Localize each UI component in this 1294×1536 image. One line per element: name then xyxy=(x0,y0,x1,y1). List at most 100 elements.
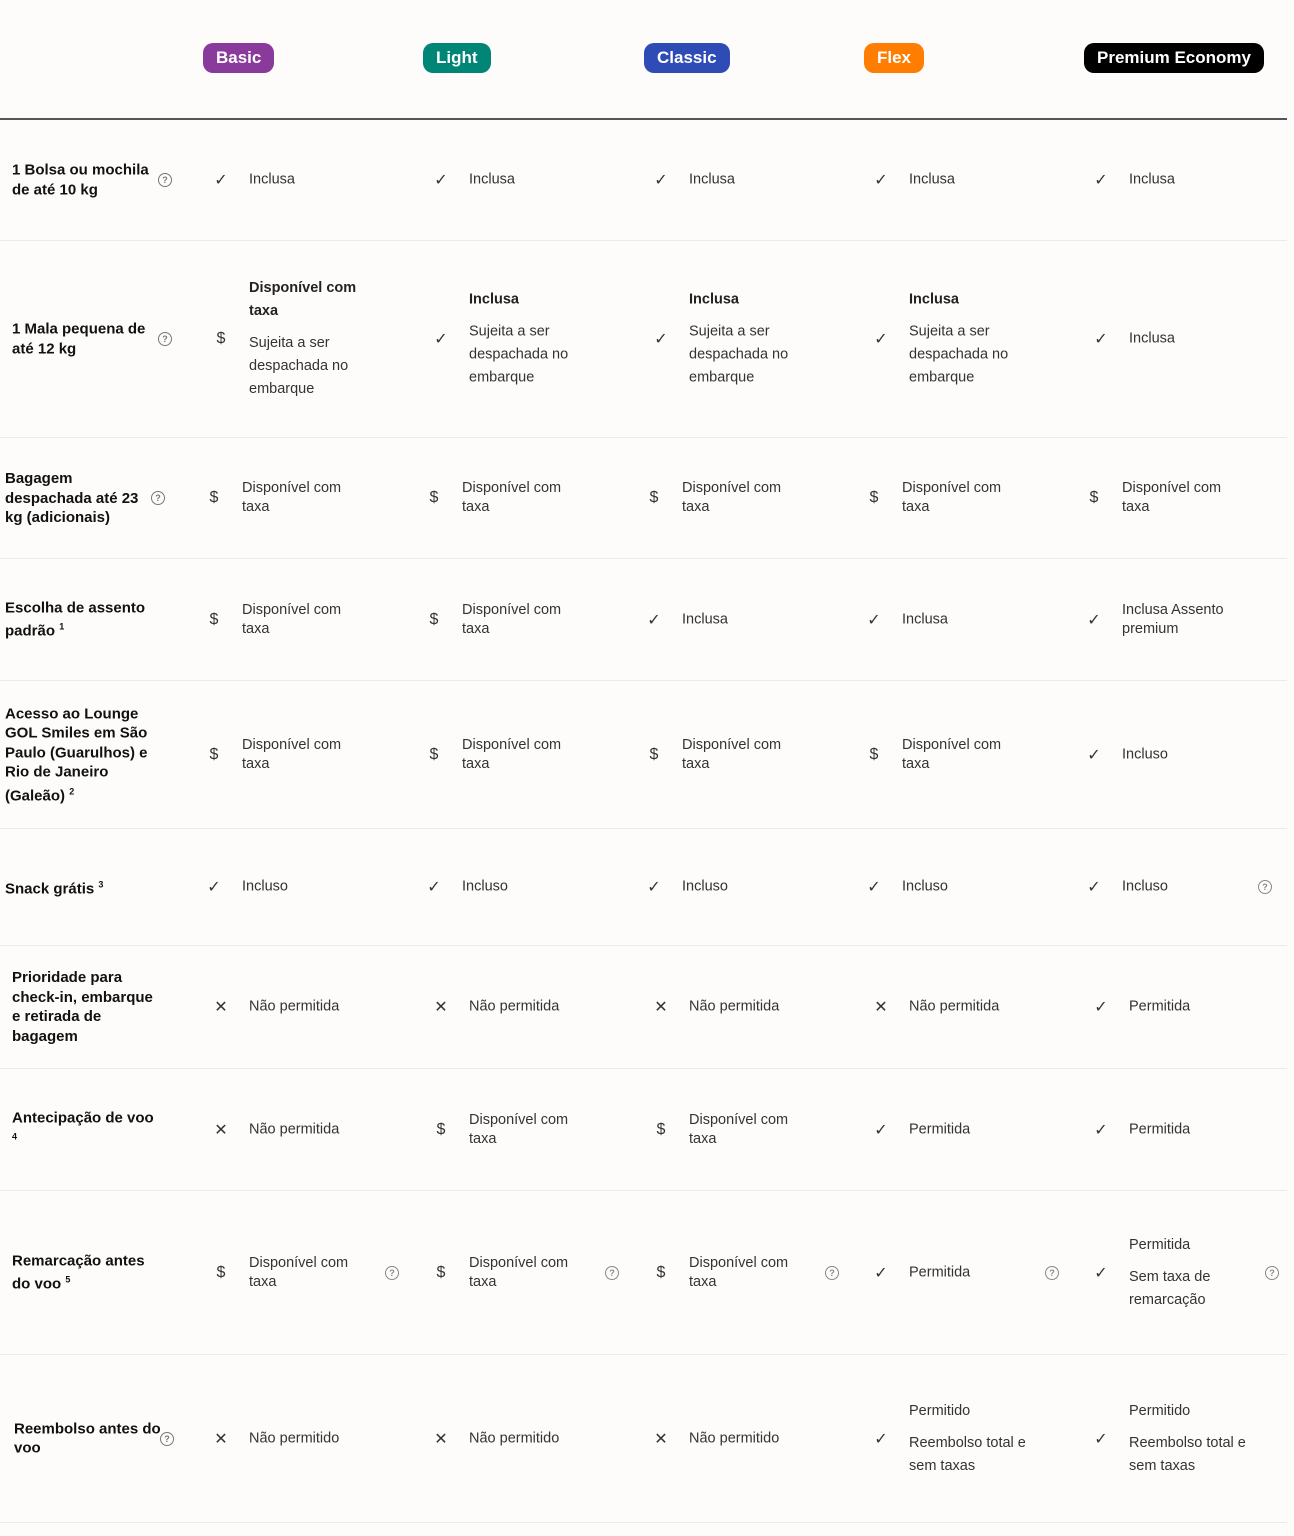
help-icon[interactable]: ? xyxy=(1258,880,1272,894)
check-icon: ✓ xyxy=(867,879,881,896)
cell-status: Inclusa xyxy=(689,171,735,188)
plan-cell-flex: ✓ Inclusa Sujeita a ser despachada no emba… xyxy=(867,241,1087,437)
plan-cell-classic: ✓ Inclusa xyxy=(640,559,860,680)
cell-detail: Sem taxa de remarcação xyxy=(1129,1268,1211,1308)
cell-text: Inclusa xyxy=(902,610,1027,629)
help-icon[interactable]: ? xyxy=(151,491,165,505)
cell-text: Incluso xyxy=(462,878,587,897)
cell-detail: Sujeita a ser despachada no embarque xyxy=(469,323,569,386)
cell-status: Permitido xyxy=(909,1402,971,1419)
cell-detail: Sujeita a ser despachada no embarque xyxy=(909,323,1009,386)
row-label-text: Escolha de assento padrão xyxy=(5,599,146,640)
row-label: Bagagem despachada até 23 kg (adicionais… xyxy=(5,469,155,528)
check-icon: ✓ xyxy=(434,331,448,348)
row-label-text: Bagagem despachada até 23 kg (adicionais… xyxy=(5,469,139,526)
plan-cell-flex: $ Disponível com taxa xyxy=(860,438,1080,558)
row-label: Prioridade para check-in, embarque e ret… xyxy=(12,968,162,1046)
cell-status: Permitido xyxy=(1129,1402,1191,1419)
cell-text: Disponível com taxa xyxy=(242,601,367,639)
plan-cell-premium-economy: $ Disponível com taxa xyxy=(1080,438,1294,558)
row-label-text: Prioridade para check-in, embarque e ret… xyxy=(12,969,153,1045)
plan-cell-premium-economy: ✓ Inclusa Assento premium xyxy=(1080,559,1294,680)
row-label-text: Remarcação antes do voo xyxy=(12,1252,145,1293)
cell-status: Disponível com taxa xyxy=(462,736,562,772)
plan-cell-basic: ✓ Inclusa xyxy=(207,120,427,240)
help-icon[interactable]: ? xyxy=(1045,1265,1059,1280)
cell-status: Inclusa xyxy=(682,611,728,627)
cell-status: Incluso xyxy=(242,878,288,895)
table-row: Escolha de assento padrão 1 $ Disponível c… xyxy=(0,559,1287,681)
check-icon: ✓ xyxy=(1087,879,1101,896)
row-label: Escolha de assento padrão 1 xyxy=(5,598,155,641)
cell-text: Disponível com taxa xyxy=(682,736,807,774)
plan-cell-light: $ Disponível com taxa xyxy=(420,681,640,828)
plan-cell-flex: ✓ Permitido Reembolso total e sem taxas xyxy=(867,1355,1087,1522)
cell-status: Não permitida xyxy=(249,998,340,1015)
cell-status: Disponível com taxa xyxy=(249,280,357,319)
cell-text: Disponível com taxa xyxy=(689,1254,814,1292)
help-icon[interactable]: ? xyxy=(158,332,172,346)
cell-status: Não permitido xyxy=(249,1430,340,1446)
cell-status: Incluso xyxy=(1122,878,1168,895)
cell-status: Inclusa xyxy=(689,291,739,308)
cell-text: Inclusa Sujeita a ser despachada no embar… xyxy=(689,289,814,390)
help-icon[interactable]: ? xyxy=(158,173,172,187)
cell-status: Disponível com taxa xyxy=(249,1254,349,1290)
check-icon: ✓ xyxy=(1094,999,1108,1016)
table-row: Bagagem despachada até 23 kg (adicionais… xyxy=(0,438,1287,559)
cell-text: Inclusa Sujeita a ser despachada no embar… xyxy=(469,289,594,390)
table-row: 1 Mala pequena de até 12 kg? $ Disponível … xyxy=(0,241,1287,438)
check-icon: ✓ xyxy=(647,611,661,629)
plan-cell-premium-economy: ✓ Inclusa xyxy=(1087,120,1294,240)
plan-cell-light: $ Disponível com taxa xyxy=(420,438,640,558)
plan-badge-premium-economy: Premium Economy xyxy=(1084,43,1264,73)
plan-badge-classic: Classic xyxy=(644,43,730,73)
help-icon[interactable]: ? xyxy=(385,1265,399,1280)
cross-icon: ✕ xyxy=(214,1430,228,1448)
cell-text: Disponível com taxa xyxy=(242,479,367,517)
dollar-icon: $ xyxy=(216,1263,226,1281)
plan-cell-classic: ✓ Inclusa Sujeita a ser despachada no emba… xyxy=(647,241,867,437)
cell-text: Inclusa xyxy=(682,610,807,629)
row-label: Antecipação de voo 4 xyxy=(12,1108,162,1151)
cell-status: Incluso xyxy=(1122,746,1168,762)
cell-detail: Reembolso total e sem taxas xyxy=(909,1434,1026,1474)
cell-status: Inclusa xyxy=(469,171,515,188)
cell-status: Disponível com taxa xyxy=(462,480,562,515)
footnote-marker: 1 xyxy=(59,621,65,632)
cell-text: Inclusa xyxy=(689,171,814,190)
cell-text: Inclusa Sujeita a ser despachada no embar… xyxy=(909,289,1034,390)
plan-cell-basic: ✕ Não permitida xyxy=(207,946,427,1068)
plan-cell-flex: ✕ Não permitida xyxy=(867,946,1087,1068)
cell-text: Disponível com taxa xyxy=(902,479,1027,517)
cell-status: Inclusa Assento premium xyxy=(1122,601,1224,637)
plan-badge-basic: Basic xyxy=(203,43,275,73)
cell-text: Permitida xyxy=(909,1120,1034,1139)
cell-text: Permitida xyxy=(1129,1120,1254,1139)
table-row: Snack grátis 3 ✓ Incluso ✓ Incluso ✓ Incluso ✓ I… xyxy=(0,829,1287,946)
dollar-icon: $ xyxy=(1089,489,1099,506)
row-label-text: Antecipação de voo xyxy=(12,1109,154,1126)
table-row: Acesso ao Lounge GOL Smiles em São Paulo… xyxy=(0,681,1287,829)
dollar-icon: $ xyxy=(209,610,219,628)
help-icon[interactable]: ? xyxy=(605,1265,619,1280)
cell-status: Disponível com taxa xyxy=(469,1254,569,1290)
cell-status: Não permitida xyxy=(249,1121,340,1137)
cell-text: Não permitida xyxy=(909,998,1034,1017)
cell-status: Disponível com taxa xyxy=(902,480,1002,515)
plan-cell-basic: $ Disponível com taxa Sujeita a ser despac… xyxy=(207,241,427,437)
footnote-marker: 3 xyxy=(98,879,104,890)
cell-text: Incluso xyxy=(1122,878,1247,897)
check-icon: ✓ xyxy=(1087,611,1101,629)
help-icon[interactable]: ? xyxy=(1265,1265,1279,1280)
cross-icon: ✕ xyxy=(214,999,228,1016)
cell-text: Incluso xyxy=(242,878,367,897)
help-icon[interactable]: ? xyxy=(825,1265,839,1280)
plan-cell-light: $ Disponível com taxa xyxy=(427,1069,647,1190)
cell-text: Inclusa xyxy=(1129,171,1254,190)
cell-status: Permitida xyxy=(909,1264,971,1280)
help-icon[interactable]: ? xyxy=(160,1431,174,1446)
row-label: Acesso ao Lounge GOL Smiles em São Paulo… xyxy=(5,704,155,806)
cell-text: Não permitido xyxy=(689,1429,814,1448)
cell-status: Incluso xyxy=(462,878,508,895)
